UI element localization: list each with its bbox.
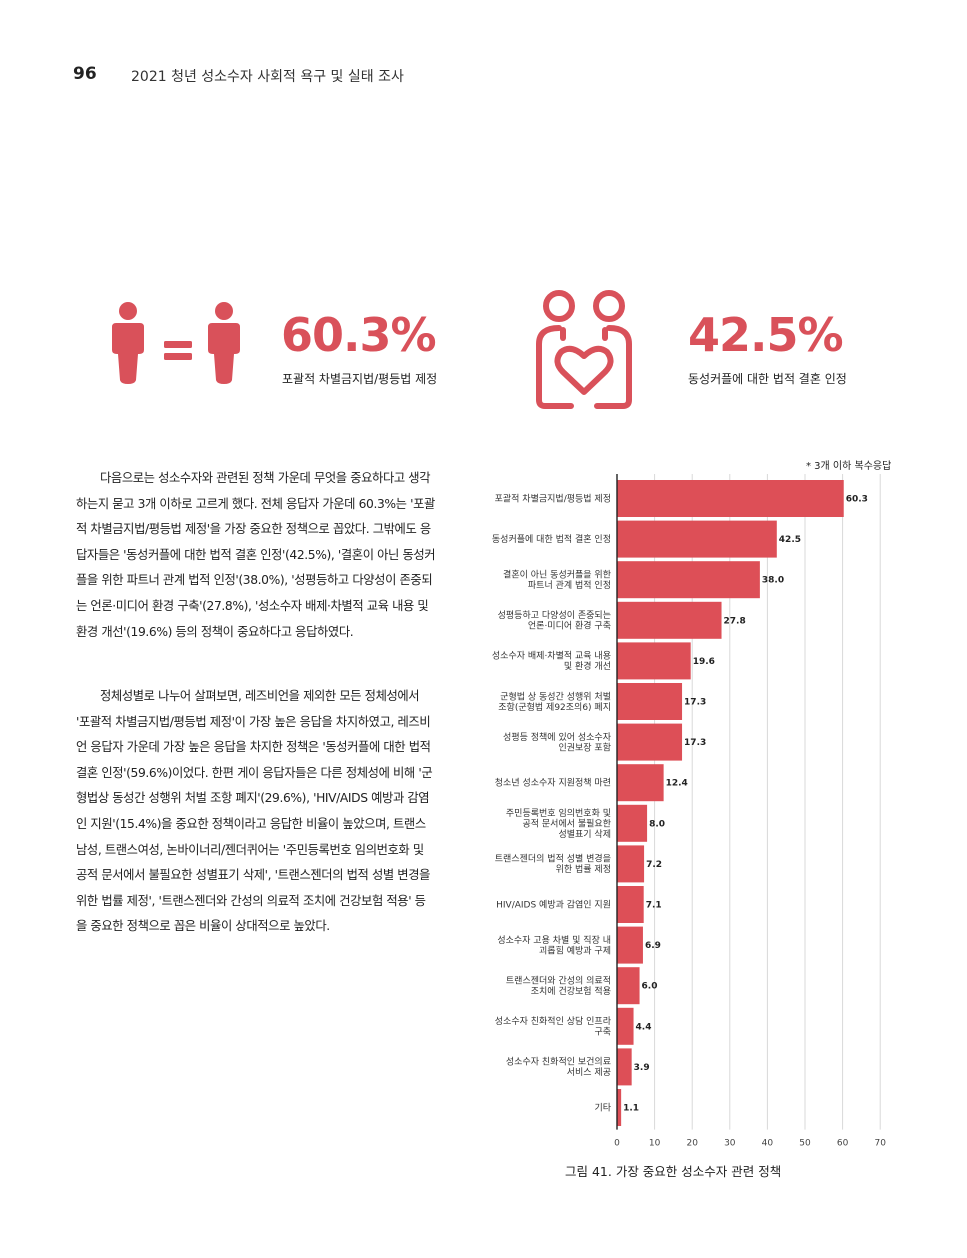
page-number: 96 bbox=[73, 64, 97, 84]
paragraph: 다음으로는 성소수자와 관련된 정책 가운데 무엇을 중요하다고 생각하는지 묻… bbox=[76, 471, 436, 639]
figure-caption: 그림 41. 가장 중요한 성소수자 관련 정책 bbox=[565, 1164, 782, 1179]
data-label: 42.5 bbox=[779, 535, 801, 545]
x-tick-label: 20 bbox=[686, 1139, 698, 1149]
category-label: 트랜스젠더의 법적 성별 변경을 위한 법률 제정 bbox=[495, 853, 611, 876]
category-label: 성소수자 친화적인 상담 인프라 구축 bbox=[495, 1015, 612, 1038]
x-tick-label: 50 bbox=[799, 1139, 811, 1149]
data-label: 7.1 bbox=[646, 901, 662, 911]
bar bbox=[617, 926, 643, 964]
bar bbox=[617, 886, 644, 923]
data-label: 3.9 bbox=[634, 1063, 650, 1073]
bar bbox=[617, 764, 664, 802]
data-label: 38.0 bbox=[762, 576, 784, 586]
bar bbox=[617, 1007, 634, 1045]
bar bbox=[617, 845, 645, 883]
data-label: 8.0 bbox=[649, 819, 665, 829]
data-label: 6.0 bbox=[642, 982, 658, 992]
data-label: 1.1 bbox=[623, 1104, 639, 1114]
bar bbox=[617, 601, 722, 639]
category-label: 포괄적 차별금지법/평등법 제정 bbox=[495, 493, 611, 505]
data-label: 60.3 bbox=[846, 495, 868, 505]
paragraph: 정체성별로 나누어 살펴보면, 레즈비언을 제외한 모든 정체성에서 '포괄적 … bbox=[76, 689, 433, 934]
stat-value: 42.5% bbox=[688, 308, 844, 362]
chart-note: * 3개 이하 복수응답 bbox=[806, 461, 892, 472]
category-label: 트랜스젠더와 간성의 의료적 조치에 건강보험 적용 bbox=[506, 974, 611, 997]
category-label: 성소수자 친화적인 보건의료 서비스 제공 bbox=[506, 1056, 611, 1079]
data-label: 6.9 bbox=[645, 941, 661, 951]
x-tick-label: 10 bbox=[649, 1139, 661, 1149]
x-tick-label: 60 bbox=[837, 1139, 849, 1149]
data-label: 19.6 bbox=[693, 657, 715, 667]
bar bbox=[617, 1089, 622, 1126]
stat-caption: 동성커플에 대한 법적 결혼 인정 bbox=[688, 372, 847, 386]
stat-caption: 포괄적 차별금지법/평등법 제정 bbox=[282, 372, 438, 386]
bar bbox=[617, 967, 640, 1005]
category-label: 결혼이 아닌 동성커플을 위한 파트너 관계 법적 인정 bbox=[503, 568, 611, 591]
data-label: 4.4 bbox=[636, 1022, 652, 1032]
category-label: 성소수자 고용 차별 및 직장 내 괴롭힘 예방과 구제 bbox=[497, 934, 611, 957]
policy-bar-chart: 60.3 포괄적 차별금지법/평등법 제정 42.5 동성커플에 대한 법적 결혼 인… bbox=[492, 474, 886, 1149]
category-label: 동성커플에 대한 법적 결혼 인정 bbox=[492, 533, 611, 545]
category-label: 기타 bbox=[594, 1103, 611, 1114]
data-label: 17.3 bbox=[684, 738, 706, 748]
bar bbox=[617, 804, 648, 842]
bar bbox=[617, 561, 760, 599]
category-label: 성평등하고 다양성이 존중되는 언론·미디어 환경 구축 bbox=[498, 610, 611, 632]
bar bbox=[617, 642, 691, 680]
data-label: 17.3 bbox=[684, 698, 706, 708]
x-tick-label: 40 bbox=[762, 1139, 774, 1149]
couple-heart-icon bbox=[536, 290, 632, 409]
x-tick-label: 0 bbox=[614, 1139, 620, 1149]
category-label: HIV/AIDS 예방과 감염인 지원 bbox=[496, 899, 611, 911]
stat-equality: 60.3% 포괄적 차별금지법/평등법 제정 bbox=[108, 300, 448, 400]
category-label: 성소수자 배제·차별적 교육 내용 및 환경 개선 bbox=[492, 650, 611, 673]
category-label: 청소년 성소수자 지원정책 마련 bbox=[495, 777, 611, 789]
x-tick-label: 30 bbox=[724, 1139, 736, 1149]
bar bbox=[617, 1048, 632, 1086]
data-label: 7.2 bbox=[646, 860, 662, 870]
equality-people-icon bbox=[112, 302, 240, 384]
data-label: 27.8 bbox=[724, 616, 746, 626]
category-label: 주민등록번호 임의번호화 및 공적 문서에서 불필요한 성별표기 삭제 bbox=[506, 807, 611, 840]
bar bbox=[617, 723, 683, 761]
category-label: 성평등 정책에 있어 성소수자 인권보장 포함 bbox=[503, 731, 612, 754]
stat-marriage: 42.5% 동성커플에 대한 법적 결혼 인정 bbox=[533, 288, 863, 413]
bar bbox=[617, 480, 844, 517]
category-label: 군형법 상 동성간 성행위 처벌 조항(군형법 제92조의6) 폐지 bbox=[498, 690, 611, 713]
bar bbox=[617, 683, 683, 720]
x-tick-label: 70 bbox=[874, 1139, 886, 1149]
body-text: 정체성별로 나누어 살펴보면, 레즈비언을 제외한 모든 정체성에서 '포괄적 … bbox=[76, 684, 436, 940]
data-label: 12.4 bbox=[666, 779, 688, 789]
body-text: 다음으로는 성소수자와 관련된 정책 가운데 무엇을 중요하다고 생각하는지 묻… bbox=[76, 466, 436, 645]
running-title: 2021 청년 성소수자 사회적 욕구 및 실태 조사 bbox=[131, 69, 404, 85]
bar bbox=[617, 520, 777, 558]
stat-value: 60.3% bbox=[281, 308, 437, 362]
